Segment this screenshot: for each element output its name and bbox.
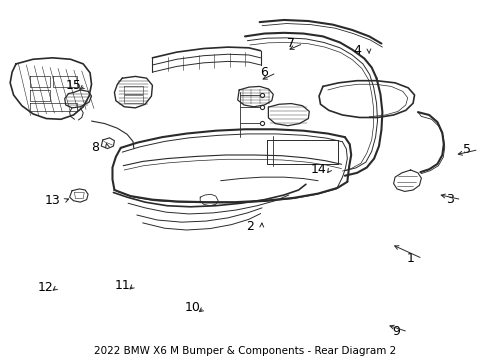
Text: 6: 6 <box>261 66 269 79</box>
Text: 14: 14 <box>310 163 326 176</box>
Text: 11: 11 <box>114 279 130 292</box>
Text: 7: 7 <box>287 37 295 50</box>
Text: 10: 10 <box>184 301 200 314</box>
Text: 13: 13 <box>45 194 60 207</box>
Text: 4: 4 <box>353 44 361 57</box>
Text: 2: 2 <box>246 220 254 233</box>
Text: 8: 8 <box>92 141 99 154</box>
Text: 5: 5 <box>463 143 471 156</box>
Text: 15: 15 <box>66 79 81 92</box>
Text: 2022 BMW X6 M Bumper & Components - Rear Diagram 2: 2022 BMW X6 M Bumper & Components - Rear… <box>94 346 396 356</box>
Text: 12: 12 <box>37 281 53 294</box>
Text: 3: 3 <box>446 193 454 206</box>
Text: 1: 1 <box>407 252 415 265</box>
Text: 9: 9 <box>392 325 400 338</box>
